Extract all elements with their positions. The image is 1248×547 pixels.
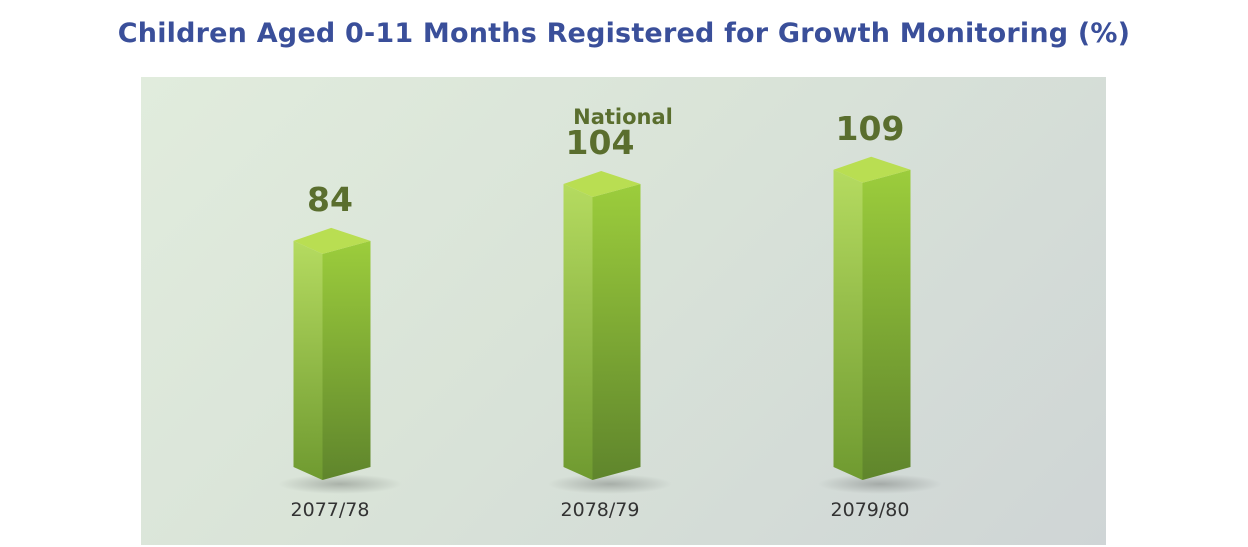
bar-top-face — [563, 171, 641, 197]
data-label: 84 — [307, 180, 353, 219]
bar-shadow — [818, 474, 942, 494]
bar — [592, 184, 641, 480]
category-label: 2077/78 — [291, 499, 370, 521]
chart-subtitle: National — [573, 105, 673, 129]
bar-shadow — [278, 474, 402, 494]
category-label: 2078/79 — [561, 499, 640, 521]
bar-shadow — [548, 474, 672, 494]
bar-side-face — [563, 184, 593, 480]
chart-title: Children Aged 0-11 Months Registered for… — [117, 18, 1131, 49]
bar — [322, 240, 371, 480]
bar-top-face — [833, 156, 911, 183]
data-label: 104 — [566, 123, 635, 162]
bar — [862, 169, 911, 480]
category-label: 2079/80 — [831, 499, 910, 521]
bar-side-face — [293, 240, 323, 480]
bar-side-face — [833, 169, 863, 480]
bar-top-face — [293, 227, 371, 254]
data-label: 109 — [836, 109, 905, 148]
